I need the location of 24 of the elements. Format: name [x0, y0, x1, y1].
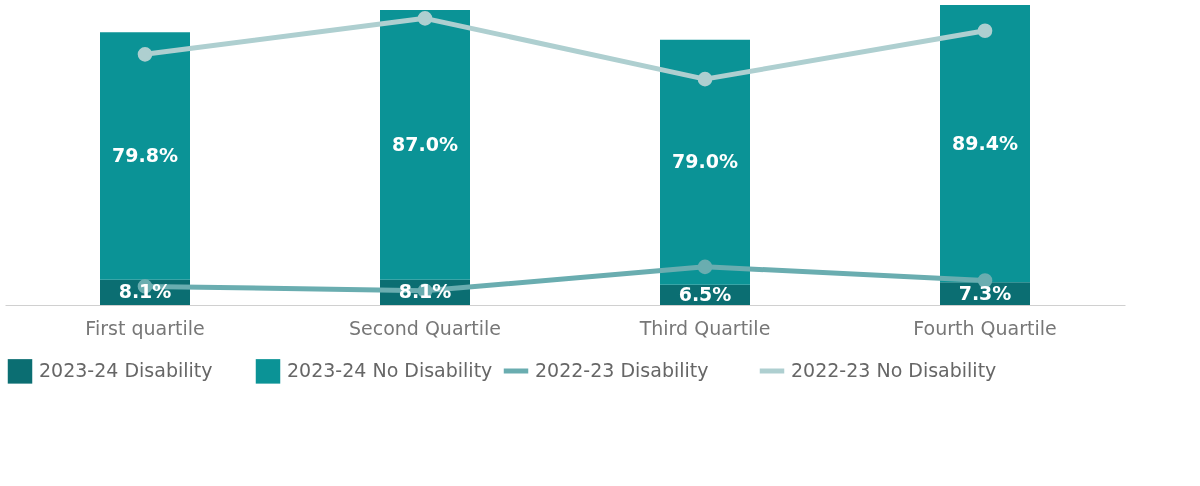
legend-label: 2022-23 No Disability: [791, 359, 997, 381]
bar: [380, 9, 470, 280]
x-tick-label: Second Quartile: [348, 316, 502, 339]
x-tick-label: Fourth Quartile: [913, 316, 1057, 339]
bar: [660, 39, 750, 285]
point: [697, 71, 713, 87]
data-label: 79.0%: [672, 150, 738, 173]
x-tick-label: First quartile: [85, 316, 205, 339]
data-label: 87.0%: [392, 132, 458, 155]
bar: [940, 5, 1030, 283]
legend-label: 2023-24 Disability: [39, 359, 213, 382]
data-label: 8.1%: [118, 280, 172, 303]
point: [417, 11, 433, 26]
point: [977, 23, 993, 39]
data-label: 79.8%: [112, 144, 178, 167]
x-tick-label: Third Quartile: [638, 316, 771, 339]
bar: [100, 32, 190, 280]
data-label: 7.3%: [958, 281, 1012, 304]
point: [697, 259, 713, 275]
legend-label: 2022-23 Disability: [535, 359, 709, 381]
data-label: 89.4%: [952, 131, 1018, 154]
legend-label: 2023-24 No Disability: [287, 359, 493, 382]
point: [137, 47, 153, 62]
data-label: 6.5%: [678, 282, 732, 305]
